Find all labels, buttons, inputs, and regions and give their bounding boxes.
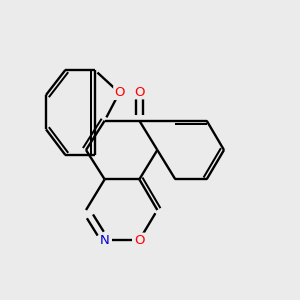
Text: O: O [134,233,145,247]
Text: O: O [114,86,124,99]
Text: O: O [134,85,145,98]
Text: N: N [100,233,110,247]
